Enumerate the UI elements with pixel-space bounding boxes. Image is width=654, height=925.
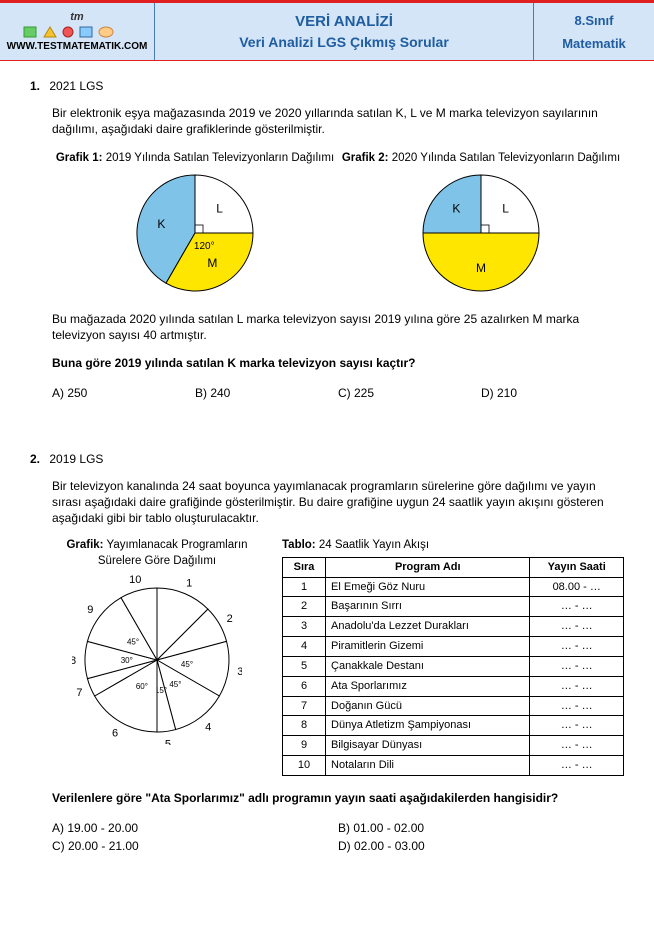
svg-text:M: M bbox=[476, 261, 486, 275]
q1-opt-b: B) 240 bbox=[195, 385, 338, 401]
q1-chart2-label: Grafik 2: 2020 Yılında Satılan Televizyo… bbox=[342, 151, 620, 167]
table-row: 9Bilgisayar Dünyası… - … bbox=[283, 736, 624, 756]
svg-text:30°: 30° bbox=[121, 656, 133, 665]
svg-text:L: L bbox=[502, 201, 509, 215]
q2-opt-a: A) 19.00 - 20.00 bbox=[52, 820, 338, 836]
title-sub: Veri Analizi LGS Çıkmış Sorular bbox=[239, 34, 449, 50]
svg-text:5: 5 bbox=[165, 739, 171, 746]
svg-text:K: K bbox=[157, 217, 165, 231]
table-row: 4Piramitlerin Gizemi… - … bbox=[283, 637, 624, 657]
q1-opt-c: C) 225 bbox=[338, 385, 481, 401]
svg-text:45°: 45° bbox=[169, 680, 181, 689]
table-row: 8Dünya Atletizm Şampiyonası… - … bbox=[283, 716, 624, 736]
logo-shapes bbox=[22, 25, 132, 39]
svg-text:45°: 45° bbox=[127, 638, 139, 647]
q2-question: Verilenlere göre "Ata Sporlarımız" adlı … bbox=[52, 790, 624, 806]
question-2: 2. 2019 LGS Bir televizyon kanalında 24 … bbox=[30, 452, 624, 857]
logo-cell: tm WWW.TESTMATEMATIK.COM bbox=[0, 3, 155, 60]
q2-table-title: Tablo: 24 Saatlik Yayın Akışı bbox=[282, 538, 624, 554]
svg-text:2: 2 bbox=[227, 613, 233, 625]
q2-options: A) 19.00 - 20.00 B) 01.00 - 02.00 C) 20.… bbox=[52, 820, 624, 856]
q2-year: 2019 LGS bbox=[49, 452, 103, 466]
title-cell: VERİ ANALİZİ Veri Analizi LGS Çıkmış Sor… bbox=[155, 3, 534, 60]
col-saat: Yayın Saati bbox=[530, 557, 624, 577]
svg-text:120°: 120° bbox=[194, 241, 215, 252]
svg-text:K: K bbox=[452, 201, 460, 215]
q1-number: 1. bbox=[30, 79, 40, 93]
q1-options: A) 250 B) 240 C) 225 D) 210 bbox=[52, 385, 624, 401]
table-row: 7Doğanın Gücü… - … bbox=[283, 696, 624, 716]
q2-opt-b: B) 01.00 - 02.00 bbox=[338, 820, 624, 836]
q2-number: 2. bbox=[30, 452, 40, 466]
q1-chart1: Grafik 1: 2019 Yılında Satılan Televizyo… bbox=[56, 151, 334, 293]
q2-opt-d: D) 02.00 - 03.00 bbox=[338, 838, 624, 854]
q2-table-wrap: Tablo: 24 Saatlik Yayın Akışı Sıra Progr… bbox=[282, 538, 624, 776]
col-sira: Sıra bbox=[283, 557, 326, 577]
svg-text:4: 4 bbox=[205, 722, 211, 734]
svg-text:60°: 60° bbox=[136, 682, 148, 691]
q2-intro: Bir televizyon kanalında 24 saat boyunca… bbox=[52, 478, 624, 527]
col-program: Program Adı bbox=[326, 557, 530, 577]
schedule-table: Sıra Program Adı Yayın Saati 1El Emeği G… bbox=[282, 557, 624, 776]
title-main: VERİ ANALİZİ bbox=[295, 13, 393, 30]
q1-chart2: Grafik 2: 2020 Yılında Satılan Televizyo… bbox=[342, 151, 620, 293]
q1-opt-a: A) 250 bbox=[52, 385, 195, 401]
svg-text:6: 6 bbox=[112, 728, 118, 740]
svg-text:10: 10 bbox=[129, 575, 141, 586]
q1-para2: Bu mağazada 2020 yılında satılan L marka… bbox=[52, 311, 624, 343]
svg-text:L: L bbox=[216, 201, 223, 215]
q1-opt-d: D) 210 bbox=[481, 385, 624, 401]
svg-text:3: 3 bbox=[237, 666, 242, 678]
right-cell: 8.Sınıf Matematik bbox=[534, 3, 654, 60]
page-header: tm WWW.TESTMATEMATIK.COM VERİ ANALİZİ Ve… bbox=[0, 0, 654, 61]
question-1: 1. 2021 LGS Bir elektronik eşya mağazası… bbox=[30, 79, 624, 402]
logo-url: WWW.TESTMATEMATIK.COM bbox=[7, 41, 148, 52]
q2-chart-label: Grafik: Yayımlanacak Programların Sürele… bbox=[52, 538, 262, 569]
subject-label: Matematik bbox=[562, 36, 626, 51]
svg-text:7: 7 bbox=[76, 687, 82, 699]
q2-opt-c: C) 20.00 - 21.00 bbox=[52, 838, 338, 854]
content: 1. 2021 LGS Bir elektronik eşya mağazası… bbox=[0, 61, 654, 925]
logo-tm: tm bbox=[70, 11, 83, 23]
table-row: 3Anadolu'da Lezzet Durakları… - … bbox=[283, 617, 624, 637]
q1-intro: Bir elektronik eşya mağazasında 2019 ve … bbox=[52, 105, 624, 137]
svg-text:8: 8 bbox=[72, 655, 76, 667]
q1-year: 2021 LGS bbox=[49, 79, 103, 93]
q1-chart1-label: Grafik 1: 2019 Yılında Satılan Televizyo… bbox=[56, 151, 334, 167]
svg-text:1: 1 bbox=[186, 578, 192, 590]
svg-text:9: 9 bbox=[87, 604, 93, 616]
svg-text:45°: 45° bbox=[181, 660, 193, 669]
table-row: 10Notaların Dili… - … bbox=[283, 756, 624, 776]
q1-question: Buna göre 2019 yılında satılan K marka t… bbox=[52, 355, 624, 371]
table-row: 6Ata Sporlarımız… - … bbox=[283, 676, 624, 696]
table-row: 2Başarının Sırrı… - … bbox=[283, 597, 624, 617]
q2-chart: Grafik: Yayımlanacak Programların Sürele… bbox=[52, 538, 262, 749]
table-row: 5Çanakkale Destanı… - … bbox=[283, 656, 624, 676]
svg-text:M: M bbox=[207, 256, 217, 270]
grade-label: 8.Sınıf bbox=[574, 13, 613, 28]
q1-charts: Grafik 1: 2019 Yılında Satılan Televizyo… bbox=[52, 151, 624, 293]
table-row: 1El Emeği Göz Nuru08.00 - … bbox=[283, 577, 624, 597]
